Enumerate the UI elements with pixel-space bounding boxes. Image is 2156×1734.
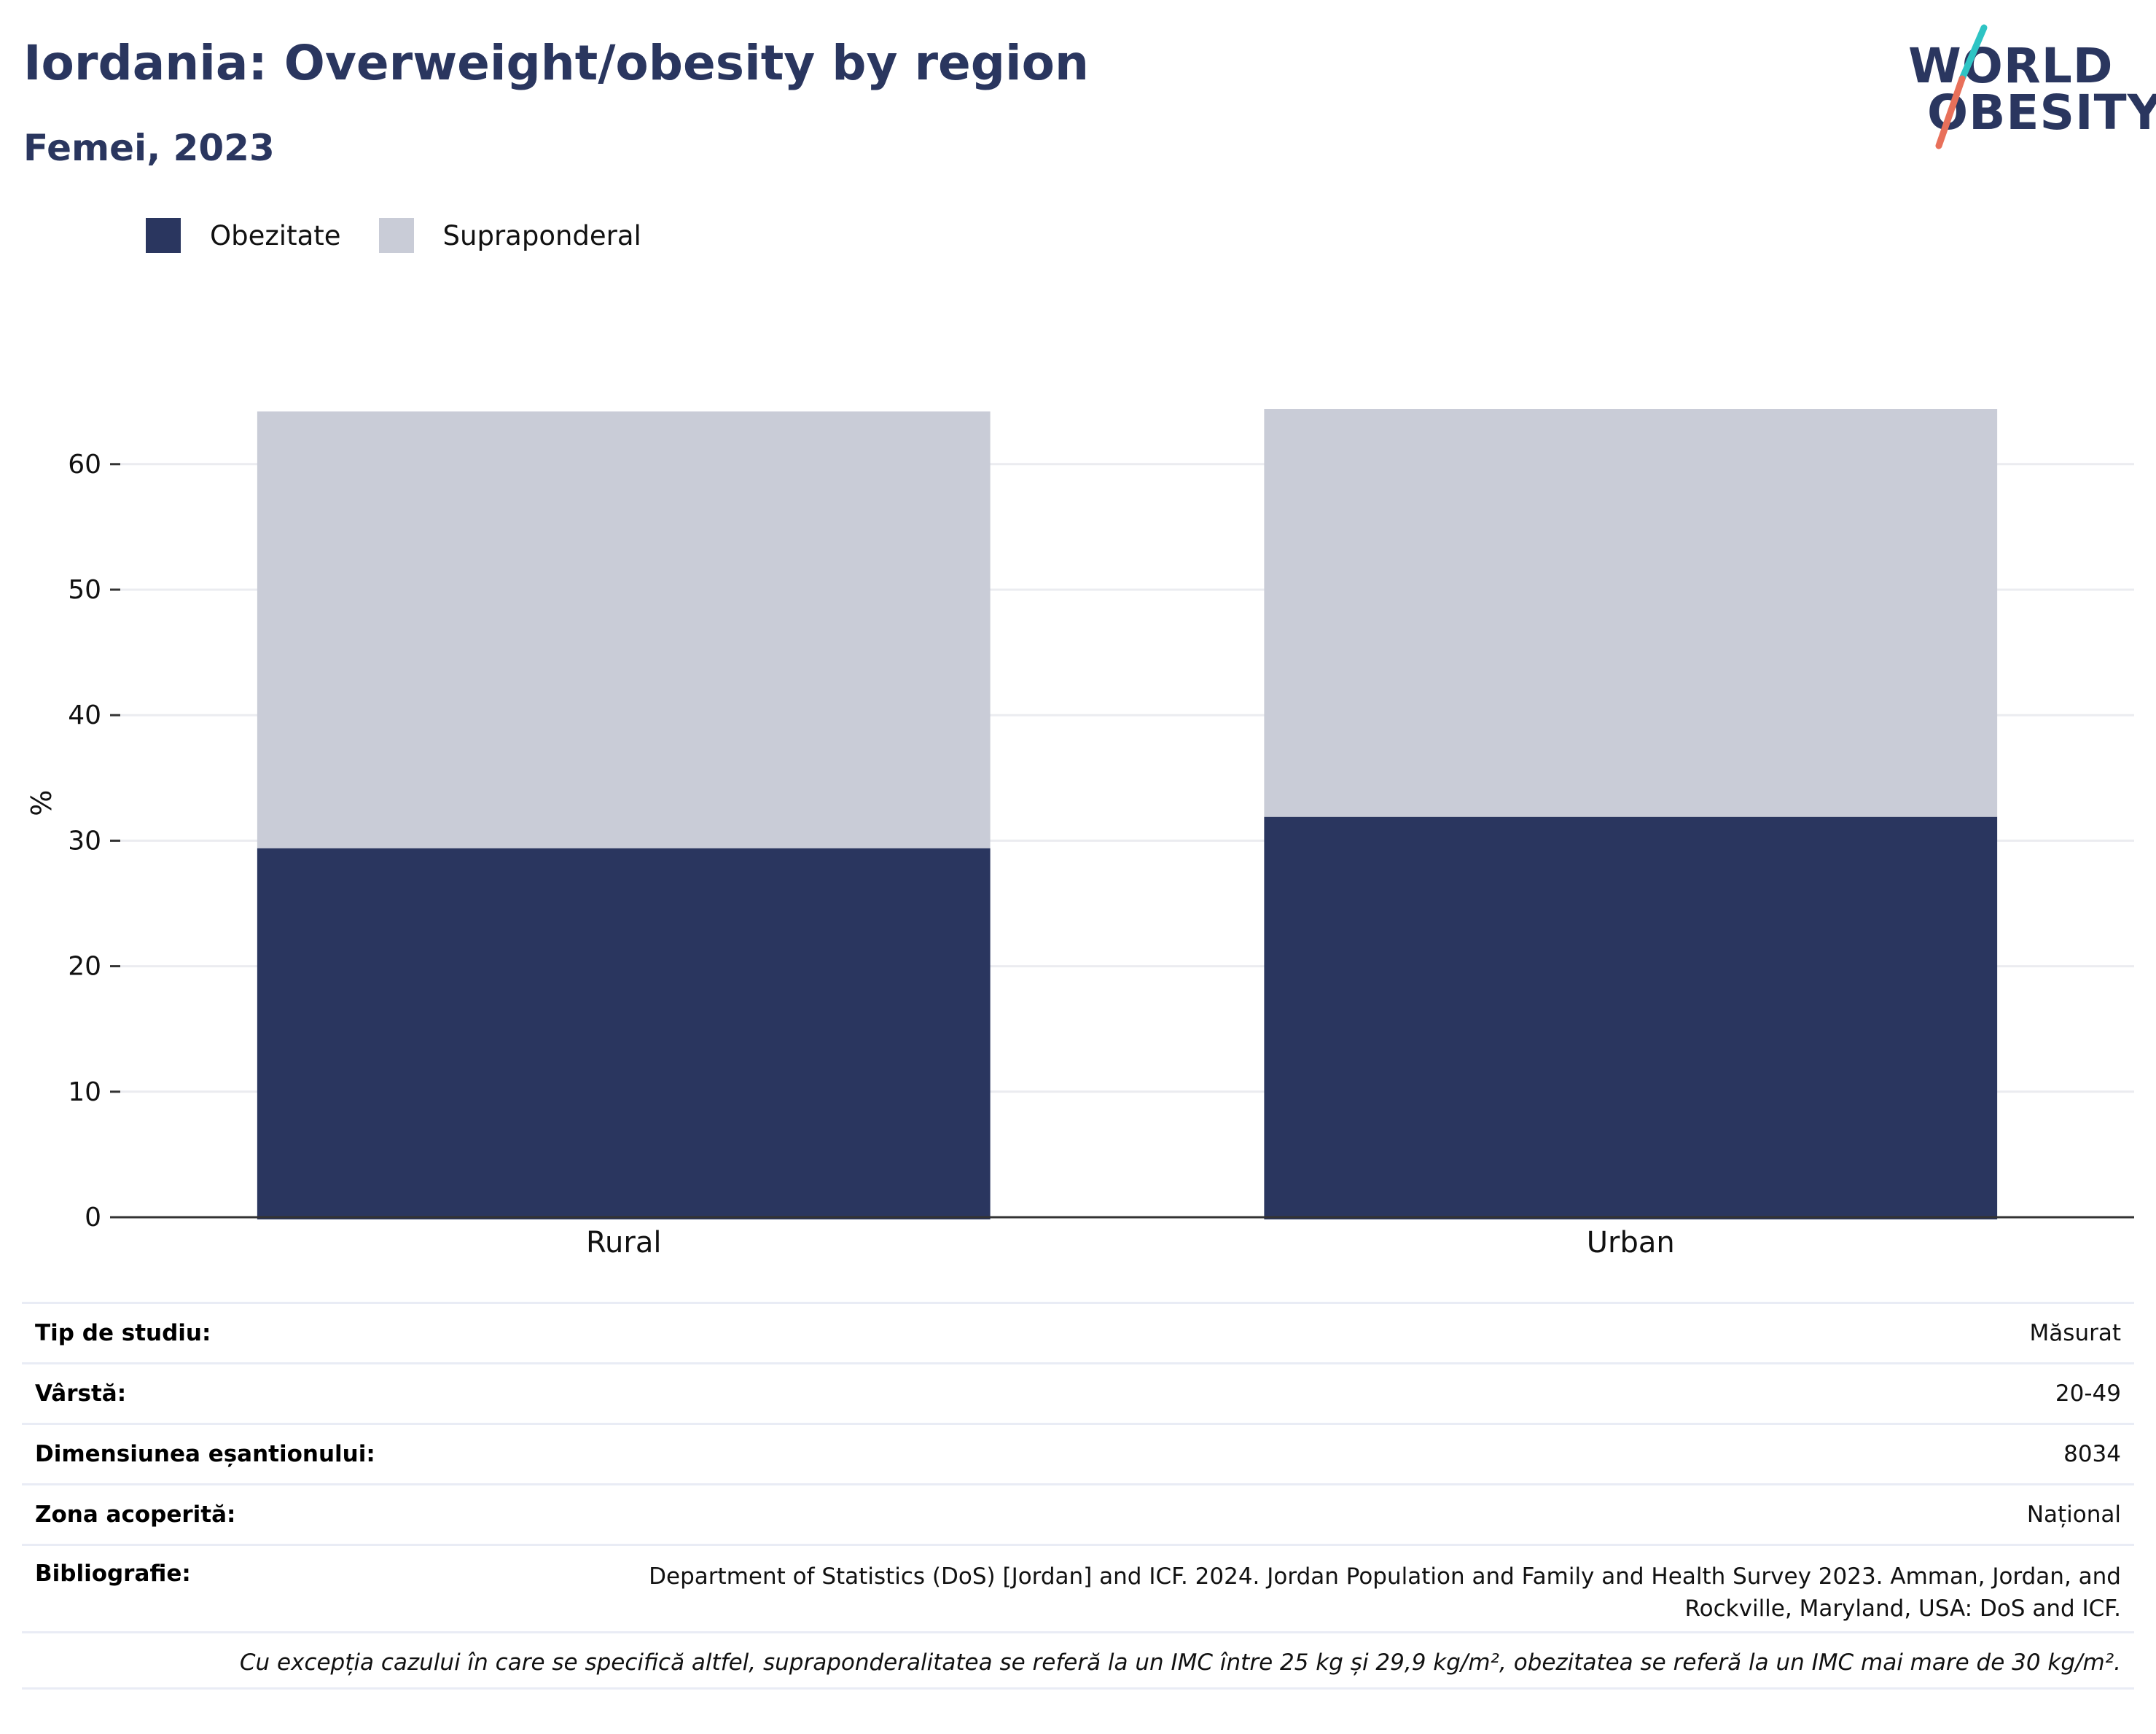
y-tick-label: 20	[68, 952, 101, 982]
y-tick-label: 30	[68, 826, 101, 856]
info-key: Vârstă:	[35, 1380, 127, 1407]
y-axis-label: %	[26, 790, 58, 816]
x-tick-label: Urban	[1587, 1226, 1675, 1260]
chart-subtitle: Femei, 2023	[23, 127, 275, 169]
legend-label-obezitate: Obezitate	[210, 219, 341, 251]
info-key: Bibliografie:	[35, 1561, 191, 1587]
bar-segment-obezitate	[257, 848, 991, 1219]
logo-line-1: WORLD	[1908, 38, 2114, 94]
logo-slash-icon	[1935, 24, 1988, 149]
bar-segment-supraponderal	[1264, 409, 1998, 817]
bar-segment-obezitate	[1264, 816, 1998, 1219]
y-tick-label: 10	[68, 1077, 101, 1107]
info-row-age: Vârstă: 20-49	[22, 1362, 2134, 1423]
info-value: Department of Statistics (DoS) [Jordan] …	[649, 1563, 2121, 1622]
info-row-sample-size: Dimensiunea eșantionului: 8034	[22, 1423, 2134, 1483]
info-key: Zona acoperită:	[35, 1501, 236, 1528]
study-info-table: Tip de studiu: Măsurat Vârstă: 20-49 Dim…	[22, 1302, 2134, 1690]
legend-item-obezitate[interactable]: Obezitate	[146, 218, 341, 253]
legend-item-supraponderal[interactable]: Supraponderal	[378, 218, 641, 253]
info-row-study-type: Tip de studiu: Măsurat	[22, 1302, 2134, 1362]
y-tick-label: 60	[68, 450, 101, 480]
y-tick-label: 0	[85, 1203, 101, 1233]
definition-note: Cu excepția cazului în care se specifică…	[22, 1631, 2134, 1690]
legend-swatch-obezitate	[146, 218, 181, 253]
x-tick-label: Rural	[586, 1226, 661, 1260]
world-obesity-logo: WORLD OBESITY	[1902, 22, 2156, 153]
info-value: 8034	[2063, 1441, 2121, 1467]
bar-segment-supraponderal	[257, 411, 991, 848]
logo-line-2: OBESITY	[1927, 85, 2156, 141]
info-row-bibliography: Bibliografie: Department of Statistics (…	[22, 1544, 2134, 1631]
y-tick-label: 50	[68, 575, 101, 605]
y-tick-label: 40	[68, 700, 101, 730]
legend-label-supraponderal: Supraponderal	[442, 219, 641, 251]
info-value: 20-49	[2055, 1380, 2121, 1407]
stacked-bar-chart: 0 10 20 30 40 50 60% Rural Urban	[26, 409, 2134, 1260]
chart-legend: Obezitate Supraponderal	[146, 217, 679, 254]
info-row-coverage: Zona acoperită: Național	[22, 1483, 2134, 1544]
info-value: Măsurat	[2029, 1320, 2121, 1346]
info-key: Tip de studiu:	[35, 1320, 211, 1346]
info-key: Dimensiunea eșantionului:	[35, 1441, 375, 1467]
legend-swatch-supraponderal	[378, 218, 414, 253]
info-value: Național	[2026, 1501, 2121, 1528]
chart-title: Iordania: Overweight/obesity by region	[23, 35, 1089, 91]
